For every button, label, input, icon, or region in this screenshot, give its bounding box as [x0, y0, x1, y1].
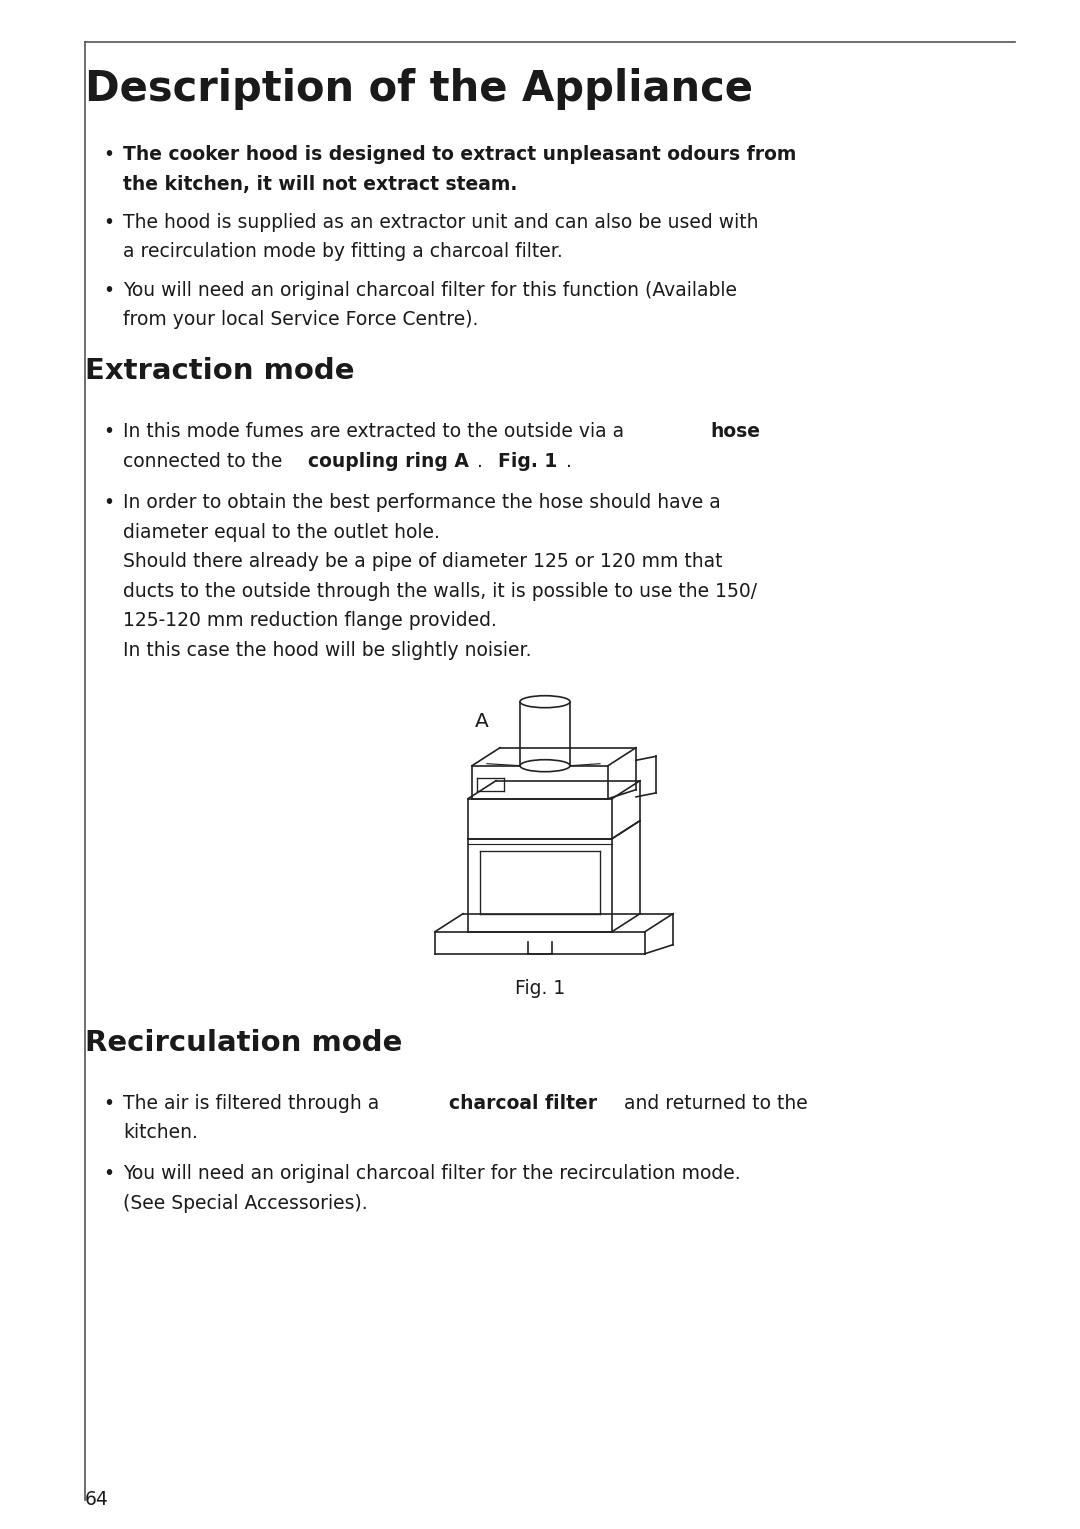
Text: kitchen.: kitchen.	[123, 1124, 198, 1142]
Text: You will need an original charcoal filter for the recirculation mode.: You will need an original charcoal filte…	[123, 1165, 741, 1183]
Ellipse shape	[519, 696, 570, 708]
Text: 64: 64	[85, 1489, 109, 1509]
Text: (See Special Accessories).: (See Special Accessories).	[123, 1194, 367, 1212]
Text: Description of the Appliance: Description of the Appliance	[85, 67, 753, 110]
Text: Fig. 1: Fig. 1	[498, 451, 557, 471]
Text: and returned to the: and returned to the	[618, 1093, 808, 1113]
Text: The hood is supplied as an extractor unit and can also be used with: The hood is supplied as an extractor uni…	[123, 213, 758, 232]
Text: coupling ring A: coupling ring A	[308, 451, 469, 471]
Text: In this mode fumes are extracted to the outside via a: In this mode fumes are extracted to the …	[123, 422, 630, 442]
Text: In this case the hood will be slightly noisier.: In this case the hood will be slightly n…	[123, 641, 531, 659]
Ellipse shape	[519, 760, 570, 772]
Text: connected to the: connected to the	[123, 451, 288, 471]
Text: In order to obtain the best performance the hose should have a: In order to obtain the best performance …	[123, 492, 720, 512]
Text: •: •	[103, 145, 114, 164]
Text: Recirculation mode: Recirculation mode	[85, 1029, 403, 1057]
Text: •: •	[103, 281, 114, 300]
Text: the kitchen, it will not extract steam.: the kitchen, it will not extract steam.	[123, 174, 517, 194]
Text: a recirculation mode by fitting a charcoal filter.: a recirculation mode by fitting a charco…	[123, 243, 563, 261]
Text: diameter equal to the outlet hole.: diameter equal to the outlet hole.	[123, 523, 440, 541]
Text: The air is filtered through a: The air is filtered through a	[123, 1093, 386, 1113]
Text: Fig. 1: Fig. 1	[515, 979, 565, 998]
Text: 125-120 mm reduction flange provided.: 125-120 mm reduction flange provided.	[123, 612, 497, 630]
Text: •: •	[103, 422, 114, 442]
Text: •: •	[103, 492, 114, 512]
Text: A: A	[475, 711, 489, 731]
Text: .: .	[476, 451, 488, 471]
Text: from your local Service Force Centre).: from your local Service Force Centre).	[123, 310, 478, 329]
Text: The cooker hood is designed to extract unpleasant odours from: The cooker hood is designed to extract u…	[123, 145, 796, 164]
Text: hose: hose	[711, 422, 760, 442]
Text: Should there already be a pipe of diameter 125 or 120 mm that: Should there already be a pipe of diamet…	[123, 552, 723, 572]
Text: •: •	[103, 1165, 114, 1183]
Text: You will need an original charcoal filter for this function (Available: You will need an original charcoal filte…	[123, 281, 737, 300]
Text: charcoal filter: charcoal filter	[449, 1093, 597, 1113]
Text: Extraction mode: Extraction mode	[85, 358, 354, 385]
Text: ducts to the outside through the walls, it is possible to use the 150/: ducts to the outside through the walls, …	[123, 581, 757, 601]
Text: •: •	[103, 1093, 114, 1113]
Text: •: •	[103, 213, 114, 232]
Text: .: .	[566, 451, 571, 471]
